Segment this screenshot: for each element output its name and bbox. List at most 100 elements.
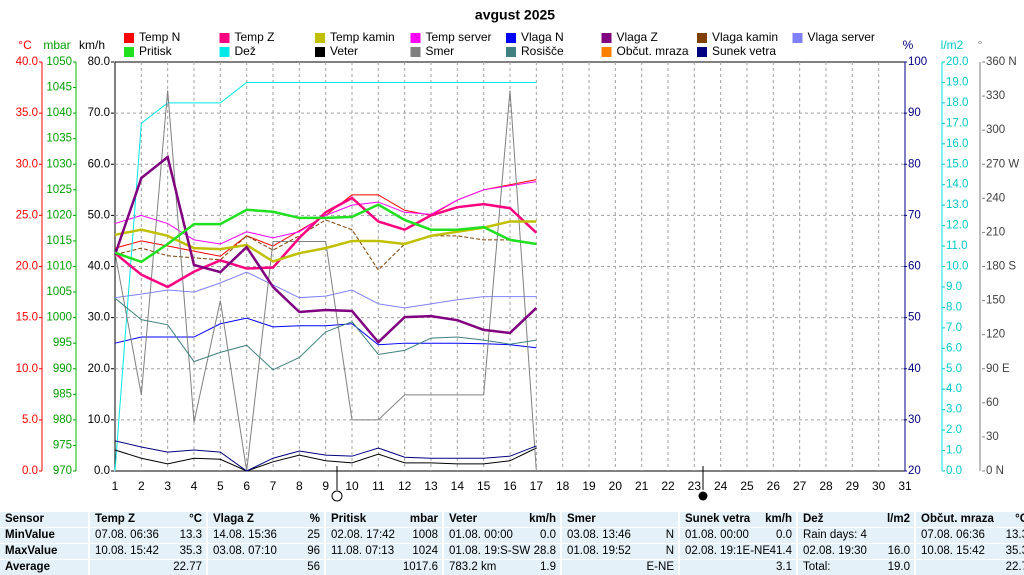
cell-text: Pritisk	[331, 513, 367, 525]
x-tick-label: 31	[898, 479, 912, 493]
chart-title: avgust 2025	[475, 7, 555, 23]
y-tick-label: 6.0	[946, 342, 962, 354]
y-tick-label: 970	[53, 465, 72, 477]
axis-label: l/m2	[941, 38, 964, 52]
stats-table: Sensor Temp Z °C Vlaga Z% Pritisk mbar Veter km…	[0, 510, 1024, 575]
cell-text: Sunek vetra	[685, 513, 751, 525]
series-line	[114, 220, 537, 263]
table-cell: Veter km/h	[444, 512, 560, 527]
table-cell: Total: 19.0	[798, 560, 914, 575]
cell-text: N	[665, 545, 674, 557]
y-tick-label: 1005	[46, 286, 72, 298]
cell-text: MinValue	[5, 529, 55, 541]
table-cell: 03.08. 07:10 96	[208, 544, 324, 559]
table-cell: 07.08. 06:36 13.3	[90, 528, 206, 543]
y-tick-label: 50	[908, 312, 921, 324]
cell-text: 1.9	[540, 561, 556, 573]
x-tick-label: 26	[767, 479, 781, 493]
y-tick-label: 80	[908, 158, 921, 170]
y-tick-label: 1035	[46, 133, 72, 145]
x-tick-label: 28	[819, 479, 833, 493]
y-tick-label: 120	[986, 329, 1005, 341]
y-tick-label: 60	[908, 261, 921, 273]
legend-label: Temp server	[426, 30, 492, 44]
cell-text: 02.08. 19:1E-NE	[685, 545, 771, 557]
y-tick-label: 100	[908, 56, 927, 68]
table-cell: 14.08. 15:36 25	[208, 528, 324, 543]
cell-text: km/h	[765, 513, 792, 525]
cell-text: mbar	[409, 513, 438, 525]
legend-label: Veter	[330, 44, 358, 58]
x-tick-label: 19	[582, 479, 596, 493]
legend-label: Temp Z	[235, 30, 275, 44]
cell-text: 19.0	[887, 561, 910, 573]
y-tick-label: 30	[986, 431, 999, 443]
y-tick-label: 30	[908, 414, 921, 426]
y-tick-label: 20	[908, 465, 921, 477]
table-cell: Sunek vetra km/h	[680, 512, 796, 527]
y-tick-label: 1040	[46, 107, 72, 119]
x-tick-label: 24	[714, 479, 728, 493]
cell-text: 0.0	[540, 529, 556, 541]
table-cell: 02.08. 19:30 16.0	[798, 544, 914, 559]
x-tick-label: 1	[112, 479, 119, 493]
legend-swatch	[410, 47, 421, 57]
table-cell: MinValue	[0, 528, 88, 543]
x-tick-label: 18	[556, 479, 570, 493]
legend-label: Dež	[235, 44, 256, 58]
x-tick-label: 29	[846, 479, 860, 493]
y-tick-label: 15.0	[946, 158, 968, 170]
full-moon	[331, 490, 343, 502]
y-tick-label: 13.0	[946, 199, 968, 211]
y-tick-label: 1030	[46, 158, 72, 170]
y-tick-label: 8.0	[946, 301, 962, 313]
legend-swatch	[697, 47, 707, 57]
table-cell: Rain days: 4	[798, 528, 914, 543]
table-cell: Pritisk mbar	[326, 512, 442, 527]
axis-label: °	[978, 38, 983, 52]
series-line	[114, 203, 537, 264]
x-tick-label: 13	[424, 479, 438, 493]
y-tick-label: 330	[986, 90, 1005, 102]
x-tick-label: 10	[345, 479, 359, 493]
legend-label: Vlaga server	[808, 30, 875, 44]
cell-text: 41.4	[769, 545, 792, 557]
y-tick-label: 5.0	[22, 414, 38, 426]
legend-swatch	[506, 33, 516, 43]
y-tick-label: 270 W	[986, 158, 1019, 170]
y-tick-label: 1015	[46, 235, 72, 247]
y-tick-label: 985	[53, 388, 72, 400]
y-tick-label: 9.0	[946, 281, 962, 293]
y-tick-label: 0.0	[946, 465, 962, 477]
y-tick-label: 35.0	[16, 107, 38, 119]
y-tick-label: 18.0	[946, 97, 968, 109]
table-cell: 01.08. 19:52 N	[562, 544, 678, 559]
cell-text: °C	[189, 513, 202, 525]
y-tick-label: 40.0	[16, 56, 38, 68]
x-tick-label: 22	[661, 479, 675, 493]
cell-text: Temp Z	[95, 513, 136, 525]
y-tick-label: 90	[908, 107, 921, 119]
table-cell: E-NE	[562, 560, 678, 575]
cell-text: 56	[307, 561, 320, 573]
x-tick-label: 2	[138, 479, 145, 493]
y-tick-label: 10.0	[16, 363, 38, 375]
y-tick-label: 975	[53, 439, 72, 451]
legend-swatch	[219, 33, 230, 43]
cell-text: 22.7	[1005, 561, 1024, 573]
y-tick-label: 16.0	[946, 138, 968, 150]
table-cell: 10.08. 15:42 35.3	[916, 544, 1024, 559]
legend-label: Temp N	[139, 30, 180, 44]
legend-label: Vlaga N	[521, 30, 564, 44]
cell-text: Sensor	[5, 513, 44, 525]
y-tick-label: 20.0	[88, 363, 110, 375]
table-cell: 3.1	[680, 560, 796, 575]
cell-text: 35.3	[1005, 545, 1024, 557]
y-tick-label: 0.0	[94, 465, 110, 477]
axis-label: mbar	[43, 38, 70, 52]
legend-label: Pritisk	[139, 44, 173, 58]
cell-text: 02.08. 19:30	[803, 545, 867, 557]
y-tick-label: 12.0	[946, 220, 968, 232]
cell-text: 14.08. 15:36	[213, 529, 277, 541]
y-tick-label: 995	[53, 337, 72, 349]
